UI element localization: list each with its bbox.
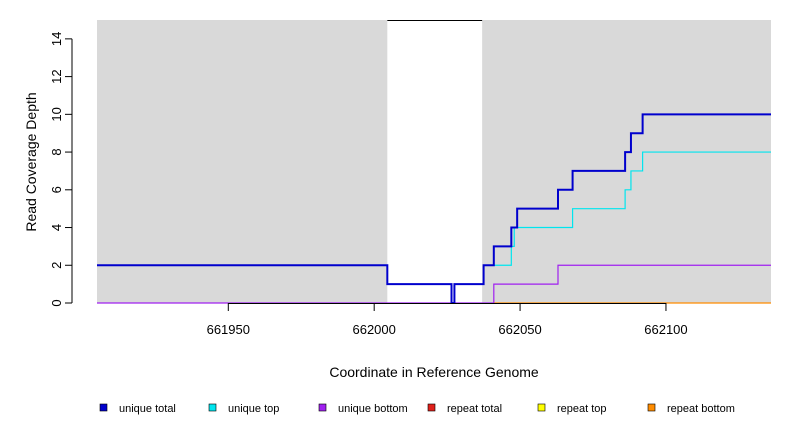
x-tick-label: 661950 [207,322,250,337]
legend-label: unique top [228,403,279,415]
legend-swatch [537,403,546,412]
y-tick-label: 2 [49,262,64,269]
legend-swatch [99,403,108,412]
axes-layer: 0 2 4 6 8 10 12 14 661950 662000 662050 662100 [49,32,688,337]
legend-label: unique bottom [338,403,408,415]
legend-swatch [208,403,217,412]
y-tick-label: 10 [49,107,64,121]
y-tick-label: 8 [49,148,64,155]
x-tick-label: 662050 [498,322,541,337]
legend: unique total unique top unique bottom repea… [99,403,735,415]
x-tick-label: 662000 [352,322,395,337]
y-tick-label: 0 [49,299,64,306]
plot-background [97,20,771,303]
highlight-region [387,20,483,303]
legend-swatch [647,403,656,412]
y-axis-label: Read Coverage Depth [23,92,39,231]
y-tick-label: 4 [49,224,64,231]
legend-label: repeat bottom [667,403,735,415]
legend-label: repeat total [447,403,502,415]
x-axis-label: Coordinate in Reference Genome [329,364,539,380]
y-tick-label: 6 [49,186,64,193]
legend-swatch [318,403,327,412]
legend-label: unique total [119,403,176,415]
y-tick-label: 12 [49,69,64,83]
legend-swatch [427,403,436,412]
legend-label: repeat top [557,403,607,415]
y-tick-label: 14 [49,32,64,46]
x-tick-label: 662100 [644,322,687,337]
